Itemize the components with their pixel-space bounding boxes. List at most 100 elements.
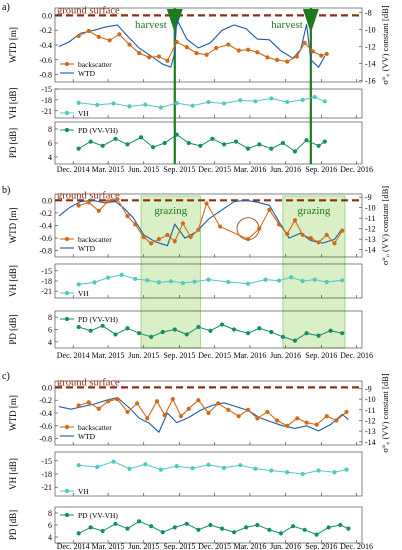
backscatter-point — [147, 55, 152, 60]
backscatter-point — [295, 416, 300, 421]
backscatter-point — [324, 51, 329, 57]
backscatter-point — [226, 407, 231, 412]
vv-tick-label: -11 — [365, 214, 375, 223]
pd-tick-label: 8 — [48, 125, 52, 134]
pd-point — [255, 522, 260, 528]
backscatter-point — [106, 199, 111, 204]
pd-point — [340, 331, 345, 336]
pd-tick-label: 8 — [48, 313, 52, 322]
pd-point — [196, 324, 201, 330]
harvest-marker — [302, 9, 319, 33]
pd-point — [231, 327, 237, 332]
backscatter-point — [115, 197, 120, 202]
vh-point — [206, 99, 211, 105]
vh-point — [192, 279, 197, 284]
backscatter-point — [106, 399, 111, 404]
pd-point — [245, 331, 251, 336]
pd-point — [184, 332, 189, 337]
backscatter-point — [96, 208, 101, 213]
vv-tick-label: -10 — [365, 25, 376, 34]
pd-point — [219, 526, 225, 531]
backscatter-point — [257, 226, 262, 231]
pd-point — [88, 328, 93, 333]
harvest-marker — [166, 9, 183, 33]
vh-point — [92, 280, 97, 285]
wtd-line — [58, 17, 326, 69]
vh-point — [127, 466, 132, 471]
wtd-tick-label: 0.0 — [42, 11, 52, 20]
backscatter-point — [302, 40, 307, 45]
vv-axis-title: σ°₀ (VV) constant [dB] — [380, 5, 390, 84]
ground-surface-label: ground surface — [57, 190, 120, 201]
backscatter-point — [314, 422, 319, 427]
vv-tick-label: -8 — [365, 8, 372, 17]
pd-point — [267, 527, 272, 532]
vh-point — [288, 275, 294, 280]
pd-point — [280, 140, 286, 146]
legend-backscatter-label: backscatter — [78, 423, 112, 432]
pd-point — [76, 324, 81, 330]
pd-tick-label: 6 — [48, 139, 52, 148]
legend-pd-label: PD (VV-VH) — [78, 126, 118, 135]
vv-axis-title: σ°₀ (VV) constant [dB] — [380, 186, 390, 265]
pd-point — [243, 525, 249, 530]
x-tick-label: Mar. 2016 — [234, 351, 267, 360]
backscatter-point — [186, 406, 191, 411]
vh-point — [269, 468, 274, 473]
backscatter-point — [285, 231, 290, 236]
x-tick-label: Jun. 2015 — [128, 542, 159, 550]
vh-point — [156, 280, 161, 285]
legend-backscatter-label: backscatter — [78, 60, 112, 69]
wtd-tick-label: -0.4 — [39, 41, 52, 50]
axes-frame — [54, 451, 363, 497]
x-tick-label: Jun. 2015 — [128, 165, 159, 174]
backscatter-point — [76, 33, 81, 39]
pd-point — [316, 143, 321, 148]
pd-point — [257, 326, 262, 331]
pd-point — [316, 333, 321, 338]
legend-vh-marker — [64, 110, 70, 116]
vh-tick-label: -15 — [41, 457, 52, 466]
pd-axis-title: PD [dB] — [8, 314, 18, 344]
backscatter-point — [265, 55, 270, 60]
vh-tick-label: -15 — [41, 267, 52, 276]
backscatter-point — [180, 221, 186, 226]
panel-label: c) — [2, 371, 10, 382]
backscatter-point — [245, 47, 251, 52]
vv-tick-label: -13 — [365, 235, 376, 244]
vv-tick-label: -16 — [365, 76, 376, 85]
pd-tick-label: 6 — [48, 521, 52, 530]
backscatter-point — [294, 54, 299, 59]
vv-tick-label: -9 — [365, 384, 372, 393]
pd-point — [113, 332, 118, 337]
backscatter-point — [255, 416, 260, 421]
x-tick-label: Dec. 2014 — [57, 351, 90, 360]
backscatter-point — [267, 207, 272, 212]
x-tick-label: Mar. 2015 — [92, 165, 125, 174]
vh-tick-label: -18 — [41, 96, 52, 105]
panel-label: a) — [2, 2, 10, 13]
panel-2: c) ground surface 0.0 -0.2 -0.4 -0.6 -0.8 -9 -10… — [2, 371, 390, 550]
vv-axis-title: σ°₀ (VV) constant [dB] — [380, 373, 390, 452]
vh-point — [127, 104, 132, 109]
backscatter-point — [214, 45, 219, 51]
vh-axis-title: VH [dB] — [8, 88, 18, 120]
vh-point — [312, 277, 317, 282]
vh-point — [300, 278, 305, 284]
wtd-tick-label: -0.6 — [39, 422, 52, 431]
vh-point — [145, 278, 150, 283]
vh-point — [143, 102, 148, 107]
legend-vh-marker — [64, 488, 70, 494]
pd-point — [88, 139, 93, 144]
x-tick-label: Sep. 2015 — [163, 165, 195, 174]
backscatter-point — [162, 413, 167, 418]
pd-point — [125, 526, 130, 531]
vh-point — [206, 277, 211, 282]
backscatter-point — [174, 39, 179, 45]
vh-tick-label: -18 — [41, 470, 52, 479]
wtd-axis-title: WTD [m] — [8, 395, 18, 431]
pd-tick-label: 4 — [48, 338, 52, 347]
pd-point — [125, 326, 130, 331]
grazing-band — [282, 195, 346, 349]
